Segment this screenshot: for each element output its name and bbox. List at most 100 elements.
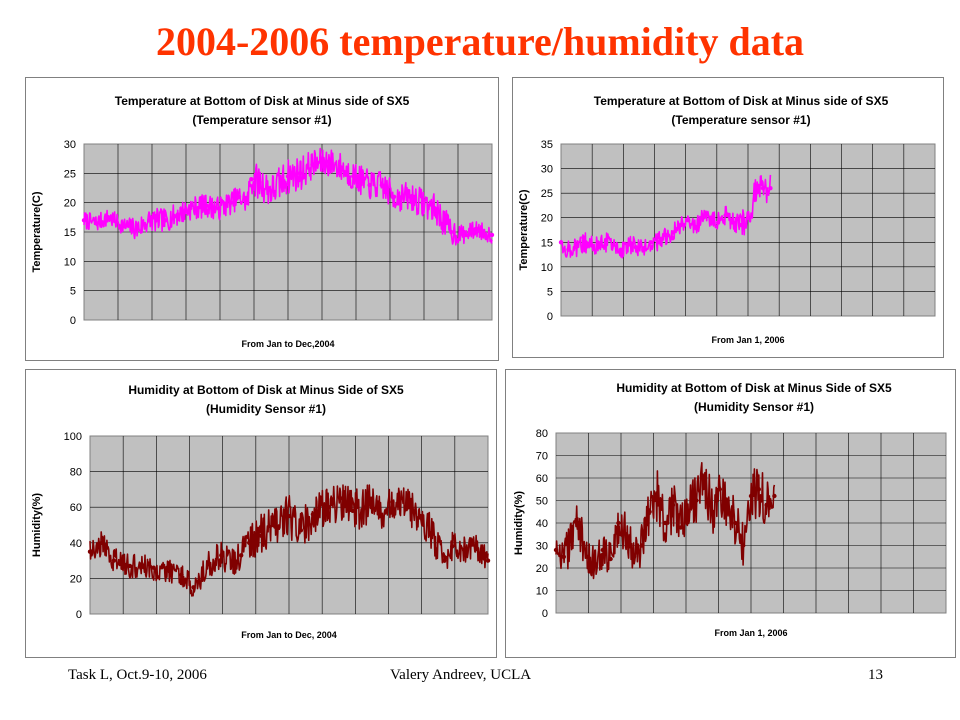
data-point — [633, 245, 638, 250]
data-point — [626, 242, 631, 247]
data-point — [741, 543, 746, 548]
chart-title-line: Temperature at Bottom of Disk at Minus s… — [594, 94, 889, 108]
data-point — [430, 531, 435, 537]
data-point — [592, 561, 598, 566]
chart-humidity-2004: Humidity at Bottom of Disk at Minus Side… — [31, 383, 491, 640]
data-point — [760, 186, 766, 191]
x-axis-label: From Jan to Dec,2004 — [241, 339, 334, 349]
data-point — [569, 538, 574, 544]
data-point — [596, 245, 601, 250]
data-point — [249, 177, 254, 182]
data-point — [473, 544, 479, 549]
data-point — [678, 222, 683, 228]
y-tick-label: 40 — [70, 538, 82, 550]
y-tick-label: 60 — [536, 473, 548, 485]
data-point — [618, 247, 623, 252]
series-line — [83, 147, 493, 246]
data-point — [686, 218, 691, 223]
footer-left: Task L, Oct.9-10, 2006 — [68, 667, 207, 683]
data-point — [553, 547, 559, 553]
data-point — [671, 230, 676, 235]
data-point — [285, 174, 291, 179]
data-point — [473, 226, 478, 232]
data-point — [269, 188, 274, 194]
y-tick-label: 15 — [541, 237, 553, 249]
data-point — [286, 513, 292, 519]
data-point — [175, 212, 180, 217]
data-point — [663, 232, 668, 238]
data-point — [717, 487, 722, 492]
data-point — [350, 508, 355, 513]
data-point — [298, 528, 304, 533]
data-point — [379, 182, 384, 188]
data-point — [686, 509, 691, 514]
data-point — [207, 562, 212, 567]
data-point — [639, 543, 644, 548]
y-tick-label: 10 — [536, 586, 548, 598]
y-tick-label: 30 — [541, 164, 553, 176]
y-tick-label: 30 — [64, 139, 76, 151]
chart-title-line: Temperature at Bottom of Disk at Minus s… — [115, 94, 410, 108]
chart-panel-temperature-2004: Temperature at Bottom of Disk at Minus s… — [25, 77, 499, 361]
y-tick-label: 60 — [70, 502, 82, 514]
data-point — [449, 229, 454, 235]
data-point — [631, 554, 637, 559]
data-point — [151, 565, 156, 570]
data-point — [611, 242, 616, 247]
data-point — [566, 247, 571, 252]
y-tick-label: 0 — [542, 608, 548, 620]
data-point — [122, 223, 128, 229]
data-point — [764, 502, 769, 508]
data-point — [351, 174, 356, 179]
data-point — [756, 487, 761, 492]
data-point — [204, 203, 209, 208]
data-point — [338, 165, 344, 170]
data-point — [106, 215, 111, 220]
data-point — [641, 247, 646, 252]
data-point — [245, 200, 250, 205]
chart-title-line: (Temperature sensor #1) — [671, 113, 810, 127]
chart-title-line: Humidity at Bottom of Disk at Minus Side… — [128, 383, 404, 397]
x-axis-label: From Jan 1, 2006 — [711, 335, 784, 345]
data-point — [179, 572, 184, 577]
slide-title: 2004-2006 temperature/humidity data — [155, 19, 805, 64]
data-point — [624, 532, 629, 537]
data-point — [648, 240, 653, 245]
y-axis-label: Humidity(%) — [31, 493, 43, 558]
data-point — [461, 232, 466, 238]
y-tick-label: 15 — [64, 227, 76, 239]
data-point — [616, 520, 621, 526]
data-point — [139, 562, 144, 567]
series-trace — [81, 147, 495, 246]
y-tick-label: 30 — [536, 541, 548, 553]
data-point — [298, 171, 303, 176]
chart-panel-humidity-2004: Humidity at Bottom of Disk at Minus Side… — [25, 369, 497, 658]
y-axis-label: Humidity(%) — [513, 491, 525, 556]
y-axis-label: Temperature(C) — [31, 191, 43, 272]
data-point — [231, 562, 236, 567]
data-point — [577, 520, 582, 526]
data-point — [406, 505, 411, 510]
data-point — [715, 220, 721, 225]
data-point — [167, 569, 172, 574]
data-point — [191, 585, 196, 590]
y-tick-label: 0 — [70, 315, 76, 327]
data-point — [708, 215, 713, 220]
data-point — [257, 179, 262, 185]
data-point — [723, 213, 728, 218]
data-point — [236, 194, 242, 199]
series-trace — [553, 462, 777, 580]
data-point — [558, 240, 564, 245]
data-point — [99, 540, 105, 545]
chart-title-line: Humidity at Bottom of Disk at Minus Side… — [616, 381, 892, 395]
y-tick-label: 20 — [64, 198, 76, 210]
y-axis-label: Temperature(C) — [518, 189, 530, 270]
data-point — [733, 520, 738, 526]
data-point — [585, 554, 590, 559]
data-point — [489, 232, 495, 238]
data-point — [111, 558, 117, 563]
y-tick-label: 50 — [536, 496, 548, 508]
data-point — [647, 509, 652, 514]
data-point — [391, 194, 397, 199]
data-point — [87, 549, 93, 554]
